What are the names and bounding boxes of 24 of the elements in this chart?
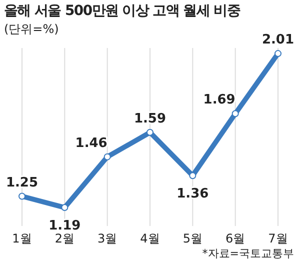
- x-tick-label: 7월: [268, 232, 288, 246]
- x-tick-label: 2월: [54, 232, 74, 246]
- x-tick-label: 1월: [12, 232, 32, 246]
- point: [274, 50, 282, 58]
- x-tick-label: 6월: [226, 232, 246, 246]
- point: [146, 128, 154, 136]
- data-label: 1.25: [6, 175, 38, 190]
- data-label: 2.01: [262, 32, 294, 48]
- x-tick-label: 4월: [140, 232, 160, 246]
- point: [232, 110, 239, 118]
- point: [189, 172, 196, 180]
- chart-subtitle: (단위=%): [4, 21, 59, 38]
- point: [61, 204, 68, 212]
- text: *자료=국토교통부: [202, 246, 294, 261]
- data-label: 1.19: [48, 218, 81, 234]
- x-tick-label: 5월: [182, 232, 202, 246]
- data-label: 1.69: [203, 92, 236, 108]
- data-label: 1.36: [176, 186, 209, 202]
- point: [18, 192, 26, 200]
- data-label: 1.59: [134, 111, 166, 126]
- point: [104, 153, 111, 160]
- x-tick-label: 3월: [98, 232, 118, 246]
- chart-title: 올해 서울 500만원 이상 고액 월세 비중: [4, 2, 240, 20]
- data-label: 1.46: [75, 136, 108, 151]
